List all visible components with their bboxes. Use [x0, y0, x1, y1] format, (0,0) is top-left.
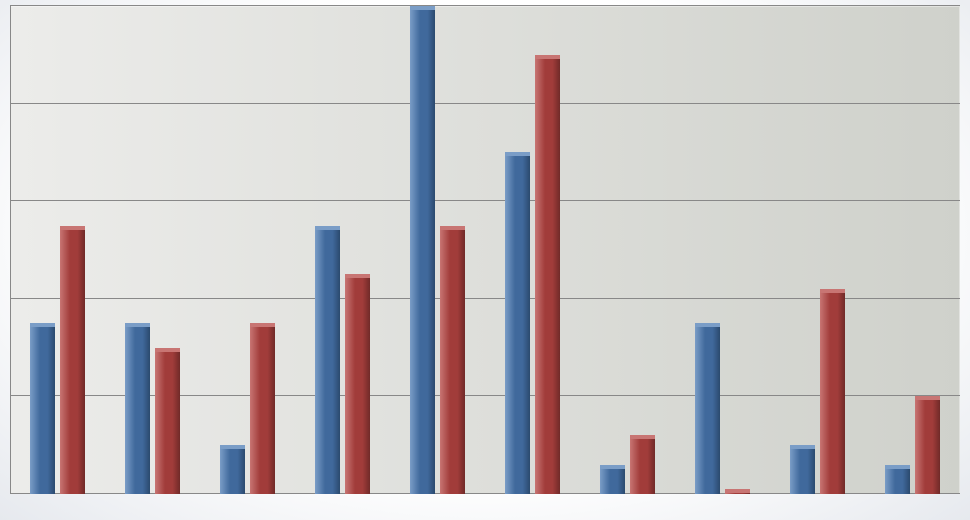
bar-series-1 — [695, 323, 721, 494]
bar-series-1 — [125, 323, 151, 494]
y-axis — [10, 6, 11, 494]
bar-series-1 — [505, 152, 531, 494]
bar-series-2 — [725, 489, 751, 494]
bar-series-1 — [600, 465, 626, 494]
bar-series-1 — [790, 445, 816, 494]
x-axis — [10, 493, 960, 494]
bar-series-1 — [220, 445, 246, 494]
bar-series-1 — [885, 465, 911, 494]
gridline — [10, 5, 960, 6]
bar-series-1 — [30, 323, 56, 494]
bar-series-2 — [535, 55, 561, 494]
gridline — [10, 395, 960, 396]
bar-series-1 — [410, 6, 436, 494]
bar-series-1 — [315, 226, 341, 494]
bar-series-2 — [915, 396, 941, 494]
plot-area — [10, 6, 960, 494]
bar-series-2 — [60, 226, 86, 494]
bar-series-2 — [440, 226, 466, 494]
gridline — [10, 200, 960, 201]
bar-series-2 — [155, 348, 181, 494]
chart-container — [0, 0, 970, 520]
bar-series-2 — [630, 435, 656, 494]
gridline — [10, 103, 960, 104]
bar-series-2 — [820, 289, 846, 494]
bar-series-2 — [345, 274, 371, 494]
bar-series-2 — [250, 323, 276, 494]
gridline — [10, 298, 960, 299]
